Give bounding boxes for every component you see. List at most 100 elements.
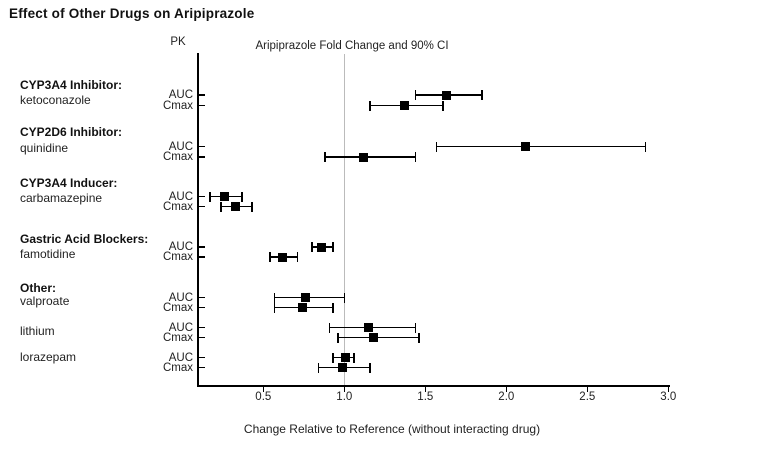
group-label: CYP3A4 Inhibitor: [20, 78, 123, 92]
pk-row-label: AUC [168, 140, 193, 153]
point-estimate-marker [359, 152, 369, 162]
ci-upper-cap [414, 152, 417, 162]
ci-lower-cap [269, 252, 271, 262]
x-axis-line [197, 385, 670, 387]
pk-row-label: Cmax [162, 301, 193, 314]
y-axis-row-tick [198, 195, 205, 198]
y-axis-row-tick [198, 246, 205, 248]
x-axis-tick-label: 3.0 [660, 391, 677, 403]
ci-upper-cap [251, 201, 253, 212]
y-axis-row-tick [198, 104, 205, 107]
point-estimate-marker [521, 142, 531, 151]
x-axis-tick [262, 386, 265, 392]
ci-lower-cap [317, 362, 320, 373]
pk-row-label: Cmax [162, 251, 193, 263]
y-axis-row-tick [198, 145, 205, 148]
pk-row-label: AUC [168, 190, 193, 203]
point-estimate-marker [364, 323, 374, 332]
ci-column-header: Aripiprazole Fold Change and 90% CI [255, 40, 449, 52]
point-estimate-marker [278, 252, 288, 262]
drug-name-label: ketoconazole [20, 93, 91, 107]
confidence-interval-bar [337, 336, 419, 339]
ci-lower-cap [414, 90, 417, 100]
ci-upper-cap [481, 90, 483, 100]
x-axis-tick-label: 2.5 [579, 391, 596, 403]
ci-upper-cap [296, 252, 299, 262]
pk-row-label: Cmax [162, 331, 193, 344]
pk-row-label: AUC [168, 351, 193, 364]
pk-row-label: AUC [168, 321, 193, 334]
ci-lower-cap [369, 100, 371, 111]
point-estimate-marker [231, 202, 241, 211]
y-axis-row-tick [198, 366, 205, 369]
ci-upper-cap [332, 302, 334, 313]
pk-row-label: Cmax [162, 151, 193, 163]
ci-lower-cap [273, 302, 276, 313]
ci-upper-cap [353, 352, 355, 363]
point-estimate-marker [297, 303, 307, 312]
point-estimate-marker [399, 101, 409, 110]
ci-lower-cap [209, 191, 211, 202]
point-estimate-marker [300, 293, 310, 302]
ci-upper-cap [332, 242, 334, 252]
drug-name-label: carbamazepine [20, 191, 103, 205]
y-axis-row-tick [198, 326, 205, 329]
point-estimate-marker [341, 353, 351, 362]
pk-row-label: Cmax [162, 200, 193, 213]
y-axis-line [197, 53, 199, 385]
ci-upper-cap [343, 292, 346, 303]
y-axis-row-tick [198, 156, 205, 158]
x-axis-tick-label: 0.5 [255, 391, 272, 403]
ci-upper-cap [414, 322, 417, 333]
x-axis-tick [424, 386, 427, 392]
ci-upper-cap [644, 141, 647, 152]
y-axis-row-tick [198, 94, 205, 96]
group-label: Other: [20, 281, 56, 295]
drug-name-label: famotidine [20, 247, 76, 261]
group-label: CYP3A4 Inducer: [20, 176, 118, 190]
drug-name-label: quinidine [20, 141, 69, 155]
pk-column-header: PK [170, 36, 186, 48]
pk-row-label: AUC [168, 241, 193, 253]
ci-upper-cap [241, 191, 243, 202]
x-axis-tick-label: 1.5 [417, 391, 434, 403]
x-axis-tick-label: 1.0 [336, 391, 353, 403]
drug-name-label: lithium [20, 324, 55, 338]
ci-lower-cap [328, 322, 331, 333]
ci-lower-cap [273, 292, 276, 303]
reference-line [343, 54, 346, 385]
y-axis-row-tick [198, 356, 205, 359]
pk-row-label: Cmax [162, 99, 193, 112]
drug-name-label: lorazepam [20, 350, 77, 364]
pk-row-label: AUC [168, 89, 193, 101]
y-axis-row-tick [198, 256, 205, 258]
x-axis-tick [343, 386, 346, 392]
ci-upper-cap [442, 100, 444, 111]
x-axis-tick [505, 386, 508, 392]
group-label: CYP2D6 Inhibitor: [20, 125, 123, 139]
pk-row-label: AUC [168, 291, 193, 304]
point-estimate-marker [338, 363, 348, 372]
y-axis-row-tick [198, 205, 205, 208]
y-axis-row-tick [198, 336, 205, 339]
drug-name-label: valproate [20, 294, 70, 308]
confidence-interval-bar [436, 145, 646, 148]
x-axis-tick [586, 386, 589, 392]
point-estimate-marker [219, 192, 229, 201]
x-axis-tick [667, 386, 670, 392]
group-label: Gastric Acid Blockers: [20, 232, 149, 246]
ci-lower-cap [324, 152, 326, 162]
ci-upper-cap [418, 332, 420, 343]
x-axis-label: Change Relative to Reference (without in… [243, 422, 541, 436]
y-axis-row-tick [198, 306, 205, 309]
point-estimate-marker [441, 90, 451, 100]
ci-lower-cap [220, 201, 222, 212]
ci-lower-cap [337, 332, 339, 343]
point-estimate-marker [368, 333, 378, 342]
point-estimate-marker [317, 242, 327, 252]
figure-title: Effect of Other Drugs on Aripiprazole [9, 6, 255, 21]
ci-lower-cap [332, 352, 334, 363]
ci-lower-cap [435, 141, 438, 152]
ci-lower-cap [311, 242, 313, 252]
